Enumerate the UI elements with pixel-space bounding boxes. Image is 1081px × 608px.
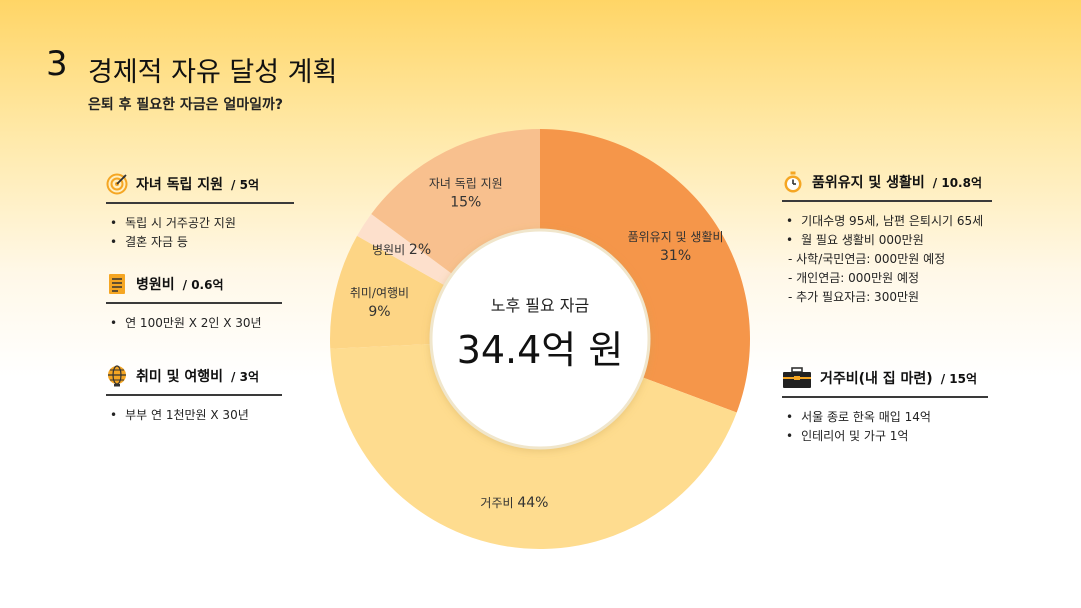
section-child-support: 자녀 독립 지원 / 5억 독립 시 거주공간 지원 결혼 자금 등 [106, 170, 294, 252]
section-housing: 거주비(내 집 마련) / 15억 서울 종로 한옥 매입 14억 인테리어 및… [782, 364, 988, 446]
list-subitem: - 개인연금: 000만원 예정 [788, 271, 920, 285]
list-item: 연 100만원 X 2인 X 30년 [106, 314, 282, 333]
section-header: 품위유지 및 생활비 / 10.8억 [782, 168, 992, 202]
donut-slice-3 [357, 213, 454, 286]
list-item: 결혼 자금 등 [106, 233, 294, 252]
slice-name-4: 자녀 독립 지원 [429, 177, 503, 191]
list-item: 인테리어 및 가구 1억 [782, 427, 988, 446]
section-amount: / 10.8억 [932, 175, 983, 190]
list-item: 독립 시 거주공간 지원 [106, 214, 294, 233]
center-value: 34.4억 원 [457, 328, 624, 372]
section-title: 품위유지 및 생활비 [812, 175, 925, 191]
target-icon [106, 173, 128, 195]
stopwatch-icon [782, 171, 804, 193]
bullet-list: 연 100만원 X 2인 X 30년 [106, 314, 282, 333]
list-subitem: - 추가 필요자금: 300만원 [788, 290, 920, 304]
list-item: 부부 연 1천만원 X 30년 [106, 406, 282, 425]
donut-hole-ring [429, 228, 651, 450]
slice-name-0: 품위유지 및 생활비 [628, 230, 724, 244]
donut-labels: 품위유지 및 생활비 31% 거주비 44% 취미/여행비 9% 병원비 2% 자녀 독립 … [350, 177, 724, 511]
section-header: 취미 및 여행비 / 3억 [106, 362, 282, 396]
section-title: 병원비 [136, 277, 175, 293]
slice-label-3: 병원비 2% [372, 242, 431, 258]
slice-name-2: 취미/여행비 [350, 285, 409, 300]
section-living-cost: 품위유지 및 생활비 / 10.8억 기대수명 95세, 남편 은퇴시기 65세… [782, 168, 992, 307]
section-header: 거주비(내 집 마련) / 15억 [782, 364, 988, 398]
list-item: 기대수명 95세, 남편 은퇴시기 65세 [782, 212, 992, 231]
document-icon [106, 273, 128, 295]
section-medical: 병원비 / 0.6억 연 100만원 X 2인 X 30년 [106, 270, 282, 333]
bullet-list: 부부 연 1천만원 X 30년 [106, 406, 282, 425]
slice-label-1: 거주비 44% [480, 495, 548, 511]
list-item: 서울 종로 한옥 매입 14억 [782, 408, 988, 427]
slice-value-0: 31% [660, 248, 691, 264]
briefcase-icon [782, 367, 812, 389]
section-number: 3 [46, 44, 68, 84]
page-subtitle: 은퇴 후 필요한 자금은 얼마일까? [88, 97, 284, 113]
list-subitem: - 사학/국민연금: 000만원 예정 [788, 252, 946, 266]
section-amount: / 5억 [231, 177, 259, 192]
section-header: 자녀 독립 지원 / 5억 [106, 170, 294, 204]
section-amount: / 3억 [231, 369, 259, 384]
section-amount: / 15억 [940, 371, 978, 386]
section-title: 거주비(내 집 마련) [820, 371, 933, 387]
slice-value-4: 15% [450, 195, 481, 211]
page-title: 경제적 자유 달성 계획 [88, 57, 338, 88]
section-title: 자녀 독립 지원 [136, 177, 224, 193]
section-title: 취미 및 여행비 [136, 369, 224, 385]
center-label: 노후 필요 자금 [491, 296, 590, 315]
section-header: 병원비 / 0.6억 [106, 270, 282, 304]
bullet-list: 서울 종로 한옥 매입 14억 인테리어 및 가구 1억 [782, 408, 988, 446]
donut-slice-2 [330, 235, 446, 349]
section-hobby-travel: 취미 및 여행비 / 3억 부부 연 1천만원 X 30년 [106, 362, 282, 425]
list-item: 월 필요 생활비 000만원 [782, 231, 992, 250]
section-amount: / 0.6억 [182, 277, 224, 292]
globe-icon [106, 365, 128, 387]
slice-value-2: 9% [368, 304, 390, 320]
bullet-list: 독립 시 거주공간 지원 결혼 자금 등 [106, 214, 294, 252]
bullet-list: 기대수명 95세, 남편 은퇴시기 65세 월 필요 생활비 000만원 - 사… [782, 212, 992, 307]
donut-slice-0 [540, 129, 751, 413]
